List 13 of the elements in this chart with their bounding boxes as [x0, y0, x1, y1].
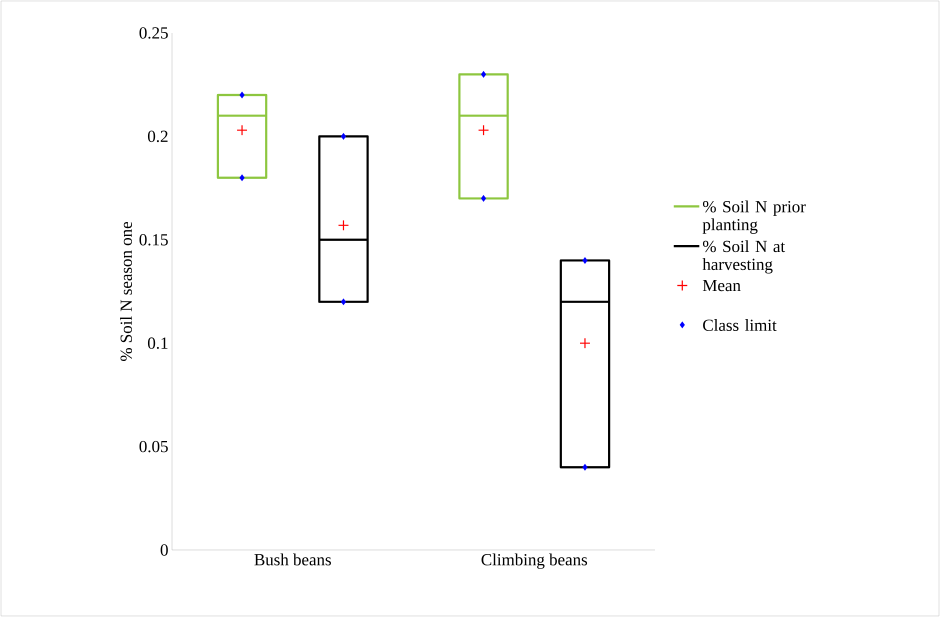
legend-label: Class limit	[703, 319, 777, 331]
y-tick-label: 0.1	[148, 337, 168, 349]
legend-label: % Soil N prior planting	[702, 200, 806, 234]
y-tick-label: 0.2	[148, 130, 168, 142]
y-axis-title: % Soil N season one	[120, 222, 132, 361]
y-tick-label: 0	[160, 544, 168, 556]
legend-label: % Soil N at harvesting	[702, 240, 786, 274]
legend-label: Mean	[702, 280, 741, 292]
x-tick-label: Bush beans	[254, 554, 331, 566]
x-tick-label: Climbing beans	[482, 554, 588, 569]
y-tick-label: 0.15	[139, 234, 168, 246]
y-tick-label: 0.05	[139, 440, 168, 452]
y-tick-label: 0.25	[139, 27, 168, 39]
